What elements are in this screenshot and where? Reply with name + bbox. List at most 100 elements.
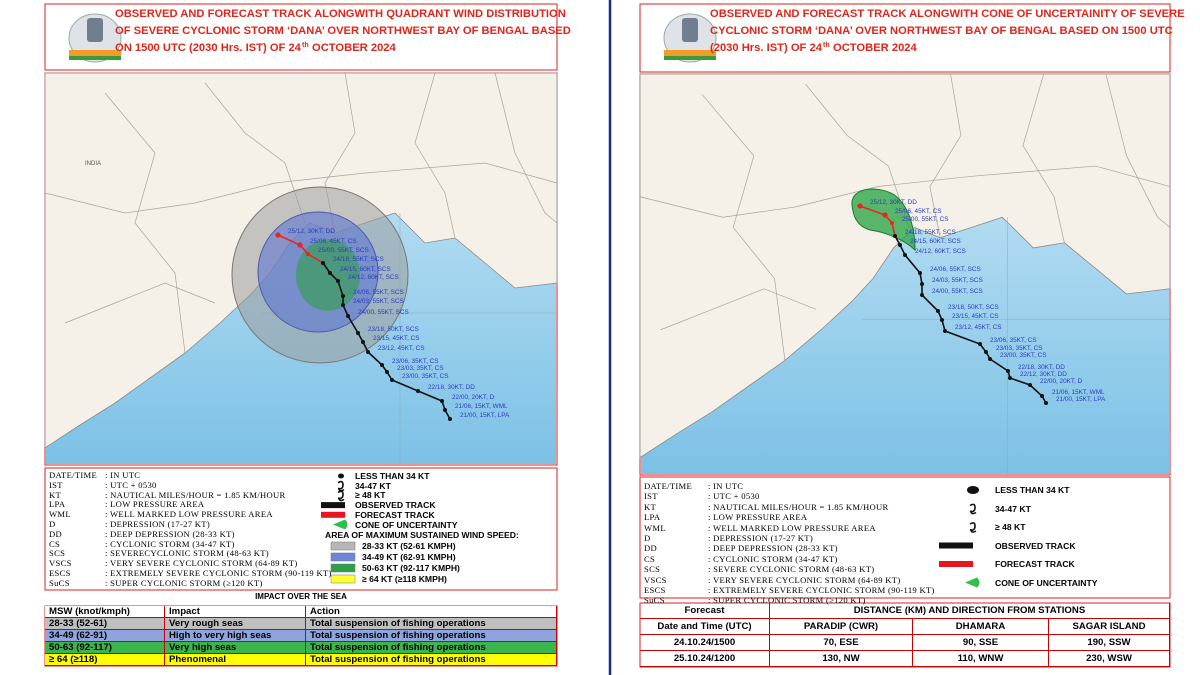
track-point xyxy=(361,340,365,344)
table-group: DISTANCE (KM) AND DIRECTION FROM STATION… xyxy=(770,603,1170,619)
legend-symbol xyxy=(333,519,348,530)
abbr-key: SuCS xyxy=(644,595,665,606)
track-point xyxy=(1008,376,1012,380)
title-line: ON 1500 UTC (2030 Hrs. IST) OF 24 xyxy=(115,42,301,54)
track-point xyxy=(275,232,281,238)
abbr-key: SuCS xyxy=(49,577,70,588)
track-label: 24/12, 60KT, SCS xyxy=(348,274,399,281)
abbr-value: : WELL MARKED LOW PRESSURE AREA xyxy=(105,509,273,520)
track-point xyxy=(857,203,863,209)
track-point xyxy=(918,271,922,275)
legend-label: LESS THAN 34 KT xyxy=(355,471,430,481)
track-label: 24/06, 55KT, SCS xyxy=(353,289,404,296)
legend-label: ≥ 48 KT xyxy=(355,490,386,501)
track-point xyxy=(297,242,303,248)
frame xyxy=(44,467,558,591)
table-header: Date and Time (UTC) xyxy=(640,619,770,635)
abbr-value: : DEPRESSION (17-27 KT) xyxy=(708,533,814,543)
track-point xyxy=(890,221,894,225)
legend-symbol xyxy=(965,577,980,588)
track-label: 23/03, 35KT, CS xyxy=(397,365,444,372)
track-point xyxy=(940,318,944,322)
frame xyxy=(44,3,558,71)
legend-label: CONE OF UNCERTAINTY xyxy=(995,577,1098,588)
table-cell: 50-63 (92-117) xyxy=(45,642,165,654)
track-point xyxy=(328,271,332,275)
track-label: 23/06, 35KT, CS xyxy=(990,337,1037,344)
abbr-key: KT xyxy=(49,489,62,500)
table-cell: 90, SSE xyxy=(913,635,1049,651)
track-label: 22/00, 20KT, D xyxy=(452,394,495,401)
track-label: 25/06, 45KT, CS xyxy=(310,238,357,245)
track-label: 23/18, 50KT, SCS xyxy=(948,304,999,311)
track-point xyxy=(385,370,389,374)
boundary xyxy=(104,92,186,354)
cone xyxy=(851,188,916,252)
abbr-key: DATE/TIME xyxy=(644,481,693,491)
title-superscript: th xyxy=(302,42,309,49)
table-cell: 190, SSW xyxy=(1049,635,1170,651)
abbr-key: DD xyxy=(49,528,63,539)
track-point xyxy=(390,378,394,382)
legend-symbol xyxy=(321,511,345,518)
boundary xyxy=(805,84,910,228)
track-label: 23/18, 50KT, SCS xyxy=(368,326,419,333)
title-superscript: th xyxy=(823,42,830,49)
track-label: 24/18, 55KT, SCS xyxy=(333,256,384,263)
logo-band xyxy=(69,50,121,56)
observed-track xyxy=(322,262,451,420)
title-end: OCTOBER 2024 xyxy=(312,42,396,54)
abbr-value: : WELL MARKED LOW PRESSURE AREA xyxy=(708,522,876,533)
track-point xyxy=(936,309,940,313)
track-point xyxy=(1006,369,1010,373)
boundary xyxy=(44,162,558,214)
frame xyxy=(639,602,1171,668)
boundary xyxy=(639,165,1171,218)
abbr-value: : NAUTICAL MILES/HOUR = 1.85 KM/HOUR xyxy=(708,501,889,512)
boundary xyxy=(414,72,456,239)
abbr-key: D xyxy=(49,519,56,529)
table-cell: 70, ESE xyxy=(770,635,913,651)
table-header: SAGAR ISLAND xyxy=(1049,619,1170,635)
track-label: 23/00, 35KT, CS xyxy=(1000,352,1047,359)
abbr-value: : NAUTICAL MILES/HOUR = 1.85 KM/HOUR xyxy=(105,489,286,500)
track-point xyxy=(366,350,370,354)
table-cell: Total suspension of fishing operations xyxy=(306,618,557,630)
abbr-key: D xyxy=(644,533,651,543)
abbr-value: : VERY SEVERE CYCLONIC STORM (64-89 KT) xyxy=(105,558,298,569)
title-line: OBSERVED AND FORECAST TRACK ALONGWITH CO… xyxy=(710,8,1185,20)
logo-band xyxy=(69,56,121,60)
boundary xyxy=(64,282,216,324)
legend-symbol xyxy=(967,486,979,494)
track-label: 24/00, 55KT, SCS xyxy=(358,309,409,316)
legend-symbol xyxy=(338,473,344,479)
table-cell: 25.10.24/1200 xyxy=(640,651,770,667)
track-label: 23/12, 45KT, CS xyxy=(378,345,425,352)
abbr-value: : LOW PRESSURE AREA xyxy=(708,512,808,523)
frame xyxy=(639,476,1171,599)
track-label: 24/06, 55KT, SCS xyxy=(930,266,981,273)
track-point xyxy=(1028,383,1032,387)
abbr-key: IST xyxy=(644,491,658,502)
title-end: OCTOBER 2024 xyxy=(833,42,917,54)
abbr-key: KT xyxy=(644,501,657,512)
legend-symbol xyxy=(939,561,973,567)
track-label: 24/18, 55KT, SCS xyxy=(905,229,956,236)
legend-swatch xyxy=(330,574,356,584)
legend-label: 50-63 KT (92-117 KMPH) xyxy=(362,563,460,573)
title-line: CYCLONIC STORM ‘DANA’ OVER NORTHWEST BAY… xyxy=(710,25,1173,37)
track-point xyxy=(416,389,420,393)
track-point xyxy=(882,212,888,218)
abbr-key: ESCS xyxy=(49,568,71,578)
legend-symbol xyxy=(939,542,973,549)
legend-label: ≥ 48 KT xyxy=(995,522,1026,532)
track-point xyxy=(920,293,924,297)
track-label: 23/15, 45KT, CS xyxy=(373,335,420,342)
boundary xyxy=(1105,73,1171,228)
track-point xyxy=(443,408,447,412)
abbr-value: : SEVERE CYCLONIC STORM (48-63 KT) xyxy=(708,564,875,575)
abbr-value: : EXTREMELY SEVERE CYCLONIC STORM (90-11… xyxy=(708,585,935,595)
track-point xyxy=(898,243,902,247)
boundary xyxy=(701,94,786,361)
track-label: 25/00, 55KT, SCS xyxy=(318,247,369,254)
